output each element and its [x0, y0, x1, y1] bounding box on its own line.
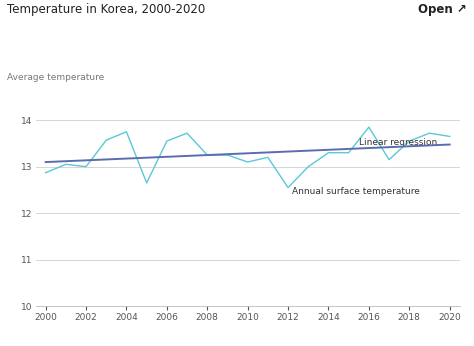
Text: Linear regression: Linear regression: [359, 138, 437, 147]
Text: Open ↗: Open ↗: [418, 3, 467, 17]
Text: Annual surface temperature: Annual surface temperature: [292, 186, 420, 195]
Text: Average temperature: Average temperature: [7, 73, 104, 82]
Text: Temperature in Korea, 2000-2020: Temperature in Korea, 2000-2020: [7, 3, 205, 17]
